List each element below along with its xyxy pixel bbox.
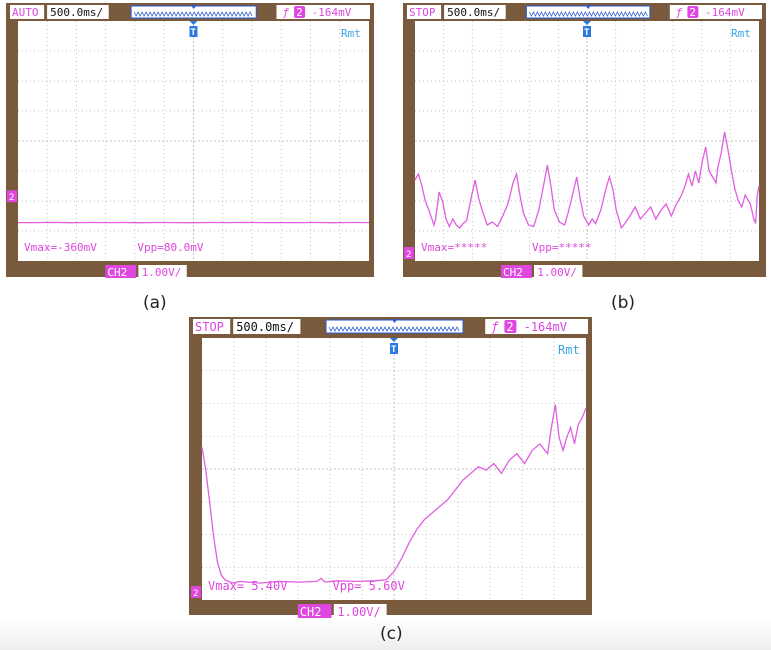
channel-ground-marker: 2 xyxy=(9,193,14,203)
timebase-label: 500.0ms/ xyxy=(236,320,294,334)
channel-label-bg xyxy=(501,265,532,278)
channel-ground-marker-bg xyxy=(7,190,17,203)
vmax-readout: Vmax=-360mV xyxy=(24,241,97,254)
oscilloscope-panel-a: AUTO 500.0ms/ƒ 2 -164mV T Rmt 2 Vmax=-360mV Vpp=… xyxy=(6,3,374,279)
trigger-source: 2 xyxy=(689,6,696,19)
trigger-marker: T xyxy=(584,28,590,38)
vpp-readout: Vpp=***** xyxy=(532,241,592,254)
trigger-source-bg xyxy=(504,320,517,333)
trigger-position-arrow-icon xyxy=(390,338,398,342)
trigger-source: 2 xyxy=(506,320,513,334)
channel-ground-marker: 2 xyxy=(193,589,198,599)
channel-scale-bg xyxy=(138,265,187,278)
status-badge-bg xyxy=(10,5,45,19)
trigger-edge-icon: ƒ xyxy=(676,6,683,19)
trigger-marker-bg xyxy=(583,26,591,37)
timebase-bg xyxy=(47,5,109,19)
trigger-position-icon xyxy=(391,319,398,323)
vmax-readout: Vmax= 5.40V xyxy=(208,579,287,593)
trigger-position-icon xyxy=(190,5,197,9)
trigger-position-arrow-icon xyxy=(189,21,198,25)
trigger-marker-bg xyxy=(390,343,398,354)
oscilloscope-panel-b: STOP 500.0ms/ƒ 2 -164mV T Rmt 2 Vmax=***** Vpp=*… xyxy=(403,3,766,279)
status-badge-bg xyxy=(193,319,231,334)
channel-scale: 1.00V/ xyxy=(537,266,577,279)
timebase-label: 500.0ms/ xyxy=(50,6,103,19)
waveform-trace xyxy=(201,404,587,584)
trigger-edge-icon: ƒ xyxy=(491,320,499,334)
grid-lines xyxy=(18,21,369,261)
caption-b: (b) xyxy=(611,293,636,313)
trigger-position-icon xyxy=(585,5,592,9)
trigger-edge-icon: ƒ xyxy=(282,6,289,19)
channel-scale-bg xyxy=(534,265,583,278)
oscilloscope-panel-c: STOP 500.0ms/ƒ 2 -164mV T Rmt 2 Vmax= 5.40V Vpp=… xyxy=(189,317,592,619)
page-bottom-band xyxy=(0,618,771,650)
channel-scale-bg xyxy=(333,604,387,618)
status-badge: AUTO xyxy=(12,6,39,19)
remote-mode-label: Rmt xyxy=(731,27,751,40)
vpp-readout: Vpp= 5.60V xyxy=(333,579,405,593)
status-badge-bg xyxy=(407,5,442,19)
channel-label-bg xyxy=(297,604,332,618)
channel-scale: 1.00V/ xyxy=(142,266,182,279)
trigger-level: -164mV xyxy=(705,6,745,19)
channel-ground-marker: 2 xyxy=(406,250,411,260)
trigger-source-bg xyxy=(294,6,306,18)
channel-label: CH2 xyxy=(300,605,322,619)
status-badge: STOP xyxy=(195,320,224,334)
timebase-label: 500.0ms/ xyxy=(447,6,500,19)
channel-scale: 1.00V/ xyxy=(337,605,380,619)
trigger-level: -164mV xyxy=(524,320,567,334)
trigger-marker: T xyxy=(191,28,197,38)
trigger-source-bg xyxy=(687,6,699,18)
remote-mode-label: Rmt xyxy=(558,343,580,357)
trigger-marker-bg xyxy=(189,26,198,37)
trigger-source: 2 xyxy=(296,6,303,19)
trigger-level: -164mV xyxy=(312,6,352,19)
status-badge: STOP xyxy=(409,6,436,19)
caption-a: (a) xyxy=(143,293,167,313)
waveform-trace xyxy=(414,131,760,230)
memory-waveform-glyph xyxy=(133,11,253,17)
channel-label: CH2 xyxy=(503,266,523,279)
grid-lines xyxy=(202,338,586,600)
channel-label-bg xyxy=(105,265,137,278)
vmax-readout: Vmax=***** xyxy=(421,241,487,254)
trigger-marker: T xyxy=(391,345,397,355)
caption-c: (c) xyxy=(380,624,403,644)
vpp-readout: Vpp=80.0mV xyxy=(137,241,204,254)
trigger-position-arrow-icon xyxy=(583,21,591,25)
timebase-bg xyxy=(444,5,506,19)
channel-label: CH2 xyxy=(107,266,127,279)
channel-ground-marker-bg xyxy=(191,586,201,598)
memory-waveform-glyph xyxy=(529,11,648,17)
timebase-bg xyxy=(233,319,301,334)
channel-ground-marker-bg xyxy=(404,247,414,259)
memory-waveform-glyph xyxy=(328,326,460,332)
remote-mode-label: Rmt xyxy=(341,27,361,40)
